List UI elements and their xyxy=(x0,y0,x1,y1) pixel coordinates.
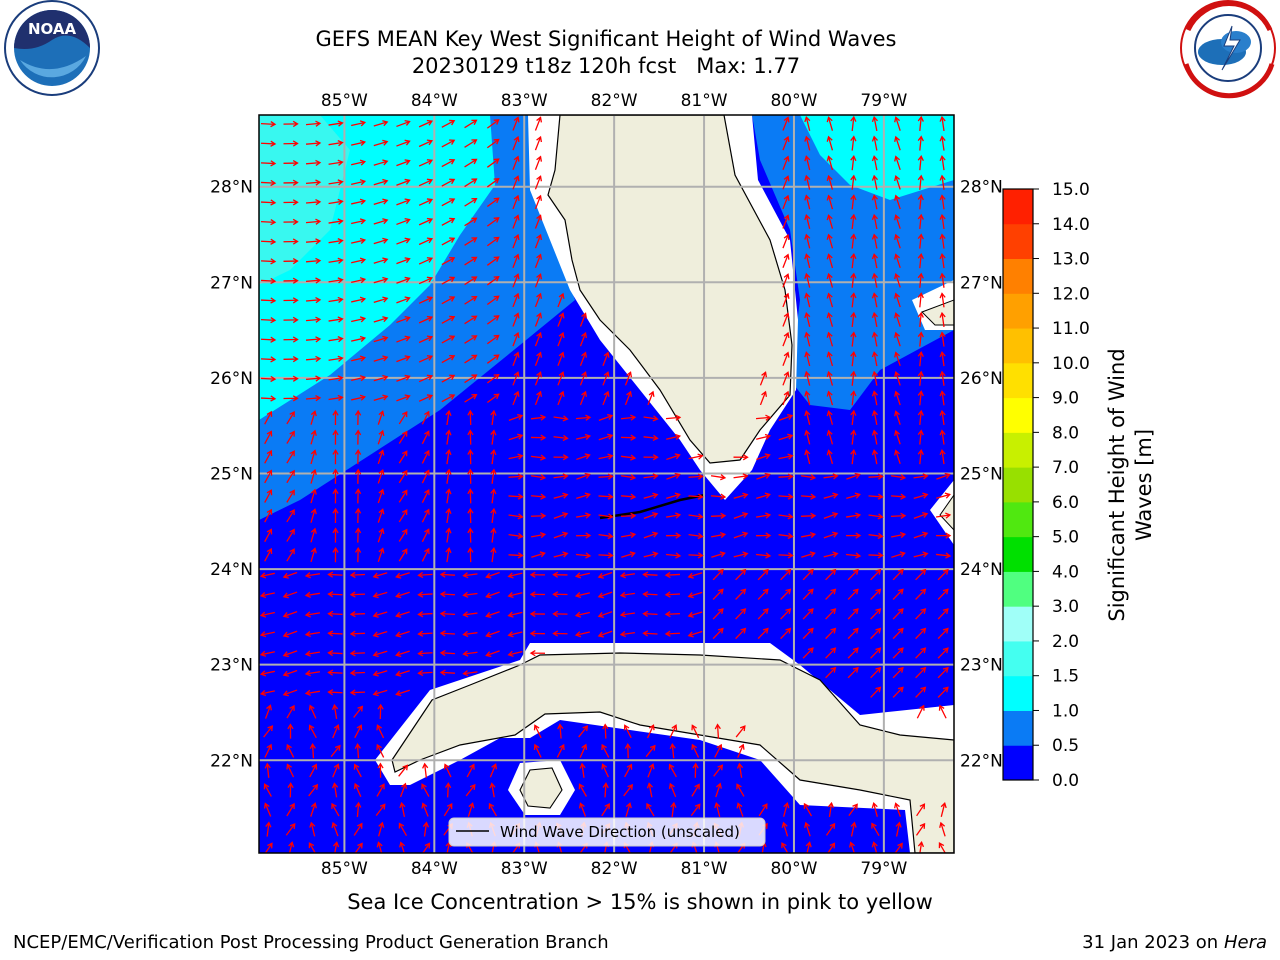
lon-tick-label: 81°W xyxy=(681,91,728,111)
colorbar-tick-label: 12.0 xyxy=(1052,284,1090,304)
lat-tick-label: 24°N xyxy=(210,560,253,580)
lat-tick-label: 26°N xyxy=(960,369,1003,389)
colorbar-segment xyxy=(1003,223,1033,260)
lat-ticks-right: 28°N 27°N 26°N 25°N 24°N 23°N 22°N xyxy=(960,178,1003,772)
lat-tick-label: 25°N xyxy=(960,464,1003,484)
colorbar-label-line1: Significant Height of Wind xyxy=(1105,348,1129,621)
colorbar-tick-label: 7.0 xyxy=(1052,458,1079,478)
lat-ticks-left: 28°N 27°N 26°N 25°N 24°N 23°N 22°N xyxy=(210,178,253,772)
florida-land xyxy=(547,115,793,464)
map-area xyxy=(259,115,954,853)
lon-tick-label: 79°W xyxy=(860,859,907,879)
colorbar-tick-label: 1.0 xyxy=(1052,701,1079,721)
colorbar-tick-label: 0.5 xyxy=(1052,736,1079,756)
lat-tick-label: 26°N xyxy=(210,369,253,389)
lat-tick-label: 27°N xyxy=(960,273,1003,293)
colorbar-tick-label: 15.0 xyxy=(1052,180,1090,200)
colorbar-segment xyxy=(1003,258,1033,294)
colorbar-tick-label: 10.0 xyxy=(1052,354,1090,374)
colorbar-tick-label: 6.0 xyxy=(1052,493,1079,513)
lon-tick-label: 79°W xyxy=(860,91,907,111)
colorbar-tick-label: 9.0 xyxy=(1052,389,1079,409)
noaa-logo-text: NOAA xyxy=(28,20,77,38)
colorbar-segment xyxy=(1003,189,1033,225)
lat-tick-label: 27°N xyxy=(210,273,253,293)
lat-tick-label: 23°N xyxy=(960,656,1003,676)
lon-tick-label: 82°W xyxy=(591,91,638,111)
lat-tick-label: 24°N xyxy=(960,560,1003,580)
colorbar-tick-label: 4.0 xyxy=(1052,562,1079,582)
colorbar-label-line2: Waves [m] xyxy=(1132,429,1156,541)
colorbar-tick-label: 0.0 xyxy=(1052,771,1079,791)
colorbar-segment xyxy=(1003,536,1033,572)
colorbar-segment xyxy=(1003,432,1033,468)
arrow-legend: Wind Wave Direction (unscaled) xyxy=(448,817,766,847)
colorbar-segment xyxy=(1003,397,1033,433)
colorbar-segment xyxy=(1003,640,1033,677)
map-subtitle: 20230129 t18z 120h fcst Max: 1.77 xyxy=(411,54,801,78)
noaa-logo: NOAA xyxy=(4,0,100,96)
colorbar-segment xyxy=(1003,710,1033,746)
lat-tick-label: 28°N xyxy=(960,178,1003,198)
colorbar-segment xyxy=(1003,571,1033,607)
lon-tick-label: 83°W xyxy=(501,859,548,879)
isla-juventud xyxy=(519,767,563,809)
lon-tick-label: 84°W xyxy=(411,859,458,879)
footer-date: 31 Jan 2023 on Hera xyxy=(1082,932,1267,953)
footer-host: Hera xyxy=(1223,932,1267,953)
lon-tick-label: 85°W xyxy=(321,91,368,111)
map-frame xyxy=(258,114,955,854)
colorbar-segment xyxy=(1003,328,1033,364)
band-1-1.5-east xyxy=(800,115,954,200)
colorbar-tick-label: 13.0 xyxy=(1052,250,1090,270)
sea-ice-note: Sea Ice Concentration > 15% is shown in … xyxy=(347,890,933,914)
colorbar-segment xyxy=(1003,675,1033,711)
legend-label: Wind Wave Direction (unscaled) xyxy=(500,823,740,841)
colorbar-tick-label: 2.0 xyxy=(1052,632,1079,652)
colorbar-segment xyxy=(1003,501,1033,538)
colorbar-segment xyxy=(1003,745,1033,781)
map-title: GEFS MEAN Key West Significant Height of… xyxy=(315,27,897,51)
wind-wave-direction-arrows xyxy=(259,115,952,853)
colorbar-tick-label: 11.0 xyxy=(1052,319,1090,339)
lon-tick-label: 82°W xyxy=(591,859,638,879)
band-1.5-2 xyxy=(259,115,350,285)
lat-tick-label: 22°N xyxy=(210,751,253,771)
colorbar-segment xyxy=(1003,362,1033,399)
lat-tick-label: 28°N xyxy=(210,178,253,198)
colorbar-tick-label: 1.5 xyxy=(1052,667,1079,687)
lat-tick-label: 23°N xyxy=(210,656,253,676)
footer-credit: NCEP/EMC/Verification Post Processing Pr… xyxy=(13,932,609,953)
colorbar-segment xyxy=(1003,293,1033,329)
colorbar-tick-label: 3.0 xyxy=(1052,597,1079,617)
lon-ticks-top: 85°W 84°W 83°W 82°W 81°W 80°W 79°W xyxy=(321,91,908,111)
lat-tick-label: 25°N xyxy=(210,464,253,484)
colorbar: 0.0 0.5 1.0 1.5 2.0 3.0 4.0 5.0 6.0 7.0 8.0 9.0 10.0… xyxy=(1002,180,1090,791)
lon-tick-label: 80°W xyxy=(770,859,817,879)
colorbar-segment xyxy=(1003,606,1033,642)
colorbar-tick-label: 5.0 xyxy=(1052,528,1079,548)
footer-date-text: 31 Jan 2023 on xyxy=(1082,932,1224,953)
lon-tick-label: 85°W xyxy=(321,859,368,879)
lon-tick-label: 81°W xyxy=(681,859,728,879)
lon-tick-label: 80°W xyxy=(770,91,817,111)
lon-ticks-bottom: 85°W 84°W 83°W 82°W 81°W 80°W 79°W xyxy=(321,859,908,879)
lat-tick-label: 22°N xyxy=(960,751,1003,771)
lon-tick-label: 84°W xyxy=(411,91,458,111)
nws-logo xyxy=(1180,0,1276,99)
colorbar-tick-label: 8.0 xyxy=(1052,423,1079,443)
colorbar-tick-label: 14.0 xyxy=(1052,215,1090,235)
lon-tick-label: 83°W xyxy=(501,91,548,111)
colorbar-segment xyxy=(1003,467,1033,503)
